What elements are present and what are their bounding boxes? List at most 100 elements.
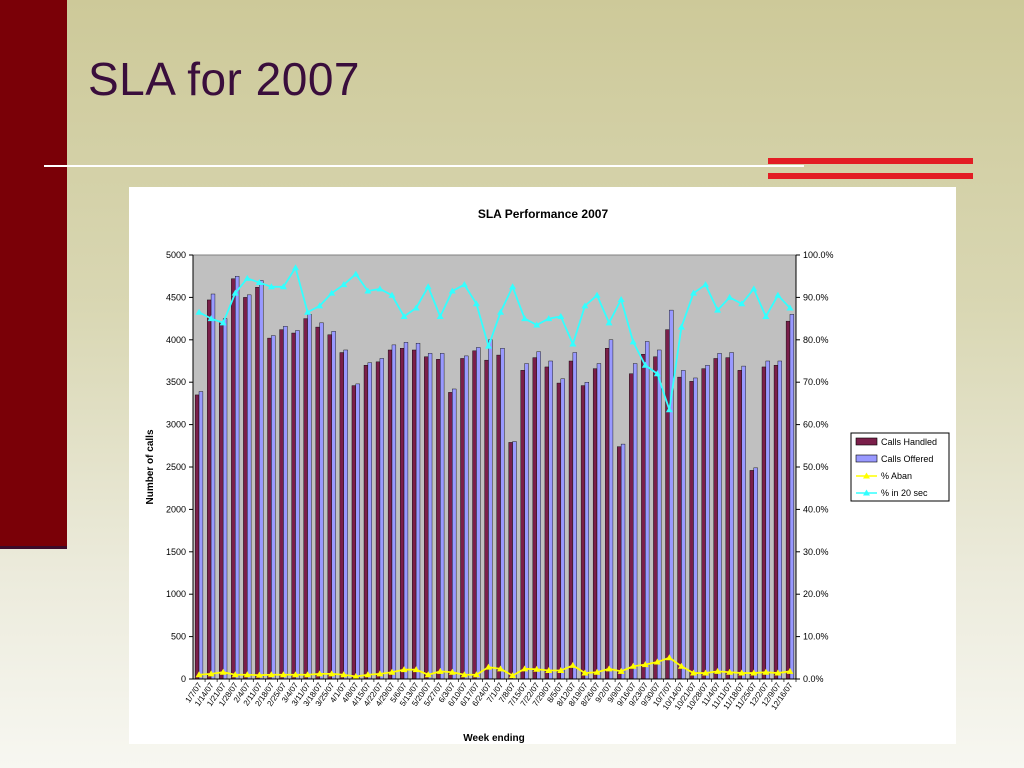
marker-pct-aban <box>243 671 251 678</box>
marker-pct-in-20-sec <box>412 304 420 311</box>
marker-pct-aban <box>593 668 601 675</box>
legend-marker-pct-in-20-sec <box>863 489 870 496</box>
marker-pct-in-20-sec <box>653 370 661 377</box>
bar-calls-handled <box>219 322 224 680</box>
line-pct-in-20-sec <box>198 265 791 411</box>
bar-calls-handled <box>568 360 574 680</box>
marker-pct-aban <box>653 658 661 665</box>
bar-calls-offered <box>235 275 240 680</box>
bar-calls-handled <box>303 318 308 680</box>
marker-pct-in-20-sec <box>581 302 589 309</box>
marker-pct-in-20-sec <box>460 281 468 288</box>
bar-calls-offered <box>705 365 710 680</box>
marker-pct-aban <box>738 669 746 676</box>
bar-calls-handled <box>749 470 754 680</box>
bar-calls-offered <box>572 352 577 680</box>
bar-calls-offered <box>319 322 324 680</box>
bar-calls-offered <box>476 347 481 680</box>
bar-calls-handled <box>737 370 742 680</box>
lines-layer <box>195 264 794 679</box>
bar-calls-offered <box>657 349 662 680</box>
bar-calls-offered <box>620 443 626 680</box>
marker-pct-aban <box>231 671 239 678</box>
bar-calls-handled <box>243 297 248 680</box>
y-tick-label-left: 5000 <box>166 250 186 260</box>
marker-pct-in-20-sec <box>364 287 372 294</box>
bar-calls-offered <box>283 326 288 680</box>
bar-calls-handled <box>508 442 513 680</box>
marker-pct-aban <box>774 669 782 676</box>
bar-calls-offered <box>403 342 409 680</box>
bar-calls-offered <box>669 309 674 680</box>
marker-pct-in-20-sec <box>207 315 215 322</box>
marker-pct-aban <box>665 654 673 661</box>
marker-pct-in-20-sec <box>617 296 625 303</box>
legend-label-calls-offered: Calls Offered <box>881 454 933 464</box>
marker-pct-in-20-sec <box>714 306 722 313</box>
bar-calls-handled <box>207 299 212 680</box>
marker-pct-in-20-sec <box>424 283 432 290</box>
marker-pct-in-20-sec <box>255 279 263 286</box>
y-tick-label-right: 90.0% <box>803 292 829 302</box>
marker-pct-in-20-sec <box>400 312 408 319</box>
bar-calls-offered <box>210 293 216 680</box>
marker-pct-in-20-sec <box>750 285 758 292</box>
bar-calls-offered <box>693 377 698 680</box>
bar-calls-offered <box>343 349 348 680</box>
bar-calls-handled <box>496 354 501 680</box>
bar-calls-handled <box>629 373 634 680</box>
bar-calls-offered <box>500 348 505 680</box>
y-tick-label-left: 4000 <box>166 335 186 345</box>
marker-pct-aban <box>279 671 287 678</box>
x-axis-label: Week ending <box>463 733 525 744</box>
marker-pct-aban <box>677 662 685 669</box>
chart-legend: Calls Handled Calls Offered % Aban % in … <box>850 432 950 502</box>
bar-calls-handled <box>399 348 405 680</box>
bar-calls-handled <box>653 356 658 680</box>
bar-calls-handled <box>785 320 791 680</box>
marker-pct-in-20-sec <box>340 281 348 288</box>
bar-calls-handled <box>520 370 525 680</box>
y-tick-label-right: 10.0% <box>803 632 829 642</box>
bar-calls-offered <box>367 362 372 680</box>
y-tick-label-right: 30.0% <box>803 547 829 557</box>
chart-panel: SLA Performance 2007 0 500 1000 1500 2000 250… <box>129 187 956 744</box>
bar-calls-offered <box>548 360 553 680</box>
legend-swatch-calls-offered <box>855 454 878 463</box>
marker-pct-aban <box>641 661 649 668</box>
y-tick-label-left: 0 <box>181 674 186 684</box>
marker-pct-aban <box>376 670 384 677</box>
bar-calls-offered <box>488 339 493 680</box>
marker-pct-aban <box>460 671 468 678</box>
marker-pct-aban <box>497 665 505 672</box>
marker-pct-in-20-sec <box>195 308 203 315</box>
marker-pct-in-20-sec <box>762 312 770 319</box>
marker-pct-in-20-sec <box>472 300 480 307</box>
bar-calls-handled <box>267 337 272 680</box>
marker-pct-aban <box>219 668 227 675</box>
marker-pct-aban <box>689 669 697 676</box>
bar-calls-offered <box>524 363 529 680</box>
legend-label-calls-handled: Calls Handled <box>881 437 937 447</box>
bar-calls-handled <box>761 366 767 680</box>
bar-calls-handled <box>532 357 537 680</box>
marker-pct-aban <box>617 667 625 674</box>
marker-pct-in-20-sec <box>689 289 697 296</box>
bar-calls-handled <box>194 394 200 680</box>
bar-calls-handled <box>412 349 417 680</box>
marker-pct-in-20-sec <box>677 323 685 330</box>
bar-calls-offered <box>741 365 746 680</box>
y-tick-label-left: 1000 <box>166 589 186 599</box>
bar-calls-handled <box>556 382 562 680</box>
y-tick-label-left: 2000 <box>166 504 186 514</box>
bar-calls-handled <box>448 392 453 680</box>
marker-pct-in-20-sec <box>629 338 637 345</box>
y-tick-label-right: 80.0% <box>803 335 829 345</box>
y-tick-label-left: 3500 <box>166 377 186 387</box>
bar-calls-offered <box>427 353 433 680</box>
bar-calls-offered <box>440 353 445 680</box>
marker-pct-aban <box>436 667 444 674</box>
bar-calls-offered <box>560 378 565 680</box>
y-tick-label-right: 0.0% <box>803 674 824 684</box>
marker-pct-aban <box>304 671 312 678</box>
